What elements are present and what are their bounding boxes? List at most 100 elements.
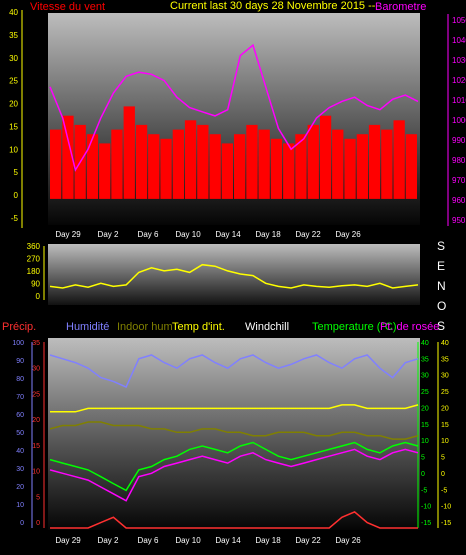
wind-bar [123,106,135,199]
x-tick-label: Day 18 [255,230,281,239]
direction-letter: E [437,259,445,273]
temp-right-y-tick: 0 [421,471,425,478]
x-tick-label: Day 6 [138,536,159,545]
direction-letter-group: S E N O S [437,239,446,333]
temp-panel-background [48,338,420,530]
direction-y-tick: 180 [27,267,41,276]
wind-bar [344,138,356,199]
legend-windchill: Windchill [245,321,289,333]
humidity-y-tick: 50 [16,430,24,437]
wind-y-tick: 25 [9,77,18,86]
wind-bar [356,134,368,199]
x-tick-label: Day 2 [98,230,119,239]
humidity-y-tick: 0 [20,520,24,527]
temp-int-y-tick: 40 [441,340,449,347]
chart-title: Current last 30 days 28 Novembre 2015 -- [170,0,376,12]
temp-right-y-tick: 40 [421,340,429,347]
wind-bar [160,138,172,199]
direction-panel-background [48,244,420,305]
wind-bar [62,115,74,199]
wind-bar [148,134,160,199]
temp-right-y-tick: -5 [421,487,427,494]
wind-bar [184,120,197,199]
precip-y-tick: 10 [32,469,40,476]
x-tick-label: Day 10 [175,230,201,239]
wind-bar [246,124,258,199]
humidity-y-tick: 60 [16,412,24,419]
wind-bar [283,143,295,199]
wind-bar [405,134,417,199]
precip-y-tick: 5 [36,494,40,501]
humidity-y-tick: 30 [16,466,24,473]
wind-bar [197,124,209,199]
baro-y-tick: 1040 [452,36,466,45]
temp-right-y-tick: 25 [421,389,429,396]
temp-int-y-tick: 0 [441,471,445,478]
legend-indoor-hum: Indoor hum [117,321,173,333]
humidity-y-tick: 20 [16,484,24,491]
temperature-line [49,441,419,492]
precip-y-tick: 30 [32,366,40,373]
legend-dewpoint: Pt. de rosée [380,321,439,333]
temperature-humidity-plot [49,354,419,529]
wind-bar [99,143,111,199]
legend-humidity: Humidité [66,321,109,333]
wind-barometer-plot [49,43,419,199]
precip-y-tick: 35 [32,340,40,347]
temp-int-y-tick: -15 [441,520,451,527]
legend-temperature: Temperature (°C) [312,321,396,333]
temp-right-y-tick: 15 [421,422,429,429]
direction-y-tick: 360 [27,242,41,251]
temp-int-y-tick: 35 [441,356,449,363]
baro-y-tick: 960 [452,196,466,205]
indoor-hum-line [49,421,419,440]
wind-direction-plot [49,263,419,289]
wind-bar [295,134,307,199]
direction-letter: S [437,319,445,333]
temp-right-y-tick: 30 [421,373,429,380]
x-tick-label: Day 6 [138,230,159,239]
x-tick-label: Day 22 [295,536,321,545]
temp-right-y-tick: -15 [421,520,431,527]
temp-int-y-tick: -5 [441,487,447,494]
temp-int-y-tick: 10 [441,438,449,445]
wind-bar [393,120,405,199]
direction-letter: N [437,279,446,293]
x-tick-label: Day 14 [215,230,241,239]
temp-int-y-tick: -10 [441,504,451,511]
humidity-y-tick: 100 [12,340,24,347]
baro-y-tick: 1000 [452,116,466,125]
wind-bar [258,129,270,199]
wind-y-tick: 40 [9,8,18,17]
wind-y-tick: 10 [9,145,18,154]
temp-int-y-tick: 30 [441,373,449,380]
baro-y-tick: 990 [452,136,466,145]
temp-int-y-tick: 25 [441,389,449,396]
temp-int-y-tick: 15 [441,422,449,429]
temp-right-y-tick: 10 [421,438,429,445]
axis-ticks-group: 4035302520151050-51050104010301020101010… [9,8,466,545]
precip-y-tick: 15 [32,443,40,450]
wind-bar [111,129,123,199]
bottom-legend: Précip. Humidité Indoor hum Temp d'int. … [2,321,439,333]
baro-y-tick: 950 [452,216,466,225]
direction-y-tick: 0 [36,292,41,301]
legend-precip: Précip. [2,321,36,333]
baro-y-tick: 1010 [452,96,466,105]
x-tick-label: Day 18 [255,536,281,545]
direction-letter: O [437,299,446,313]
wind-direction-line [49,263,419,289]
humidity-y-tick: 10 [16,502,24,509]
wind-bar [234,134,246,199]
temp-right-y-tick: -10 [421,504,431,511]
dewpoint-line [49,448,419,502]
humidity-y-tick: 80 [16,376,24,383]
temp-int-line [50,404,419,413]
wind-speed-label: Vitesse du vent [30,1,105,13]
wind-y-tick: 20 [9,100,18,109]
wind-bar [332,129,344,199]
baro-y-tick: 1030 [452,56,466,65]
